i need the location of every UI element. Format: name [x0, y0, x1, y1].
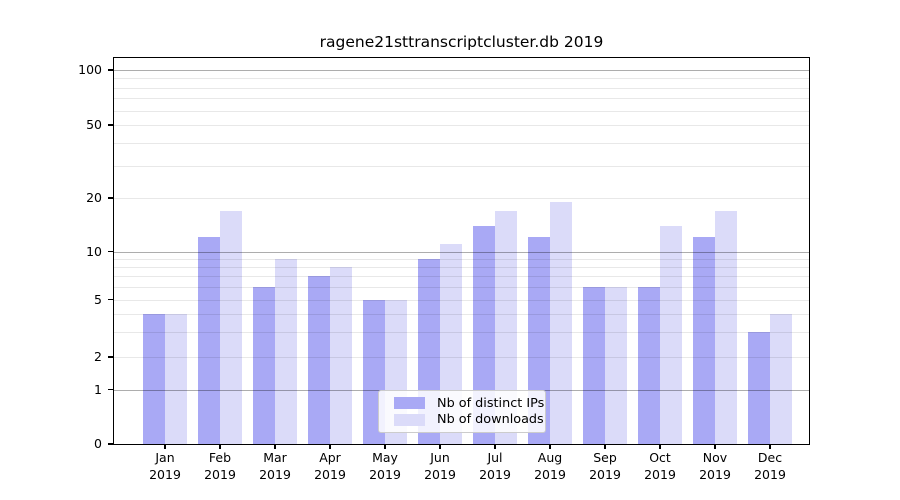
y-tick-label-50: 50 [86, 117, 102, 132]
bar-sep-downloads [605, 286, 627, 444]
x-tick-label-may: May 2019 [369, 450, 401, 482]
gridline-minor-30 [114, 165, 809, 167]
bar-mar-ips [253, 286, 275, 444]
x-tick-mar [274, 444, 276, 449]
bar-apr-ips [308, 276, 330, 444]
bar-dec-ips [748, 331, 770, 444]
gridline-minor-20 [114, 198, 809, 199]
gridline-minor-9 [114, 258, 809, 260]
x-tick-label-dec: Dec 2019 [754, 450, 786, 482]
y-tick-label-100: 100 [78, 62, 102, 77]
y-tick-label-1: 1 [94, 381, 102, 397]
x-tick-label-apr: Apr 2019 [314, 450, 346, 482]
x-tick-jul [494, 444, 496, 449]
y-tick-100 [108, 69, 114, 71]
legend-swatch-ips [394, 397, 425, 410]
bar-oct-ips [638, 286, 660, 444]
bar-aug-downloads [550, 201, 572, 444]
x-tick-jun [439, 444, 441, 449]
bar-sep-ips [583, 286, 605, 444]
x-tick-label-feb: Feb 2019 [204, 450, 236, 482]
x-tick-nov [714, 444, 716, 449]
legend-label-ips: Nb of distinct IPs [437, 395, 545, 411]
x-tick-sep [604, 444, 606, 449]
x-tick-label-jul: Jul 2019 [479, 450, 511, 482]
plot-area: 0 1 2 5 10 20 50 100 Jan 2019 Feb 2019 Mar 2019 Apr… [78, 56, 811, 482]
x-tick-label-jun: Jun 2019 [424, 450, 456, 482]
chart-title: ragene21sttranscriptcluster.db 2019 [319, 33, 604, 51]
x-tick-oct [659, 444, 661, 449]
bar-nov-downloads [715, 210, 737, 444]
y-tick-label-5: 5 [94, 291, 102, 307]
y-tick-1 [108, 388, 114, 391]
bar-feb-ips [198, 237, 220, 444]
y-tick-label-20: 20 [86, 190, 102, 205]
legend-label-downloads: Nb of downloads [437, 412, 544, 428]
y-tick-2 [108, 356, 114, 358]
y-tick-label-10: 10 [86, 243, 102, 259]
gridline-minor-4 [114, 313, 809, 315]
y-tick-0 [108, 443, 114, 445]
y-tick-10 [108, 250, 114, 253]
bar-mar-downloads [275, 258, 297, 444]
x-tick-label-sep: Sep 2019 [589, 450, 621, 482]
gridline-minor-70 [114, 98, 809, 100]
y-tick-label-2: 2 [94, 349, 102, 364]
y-tick-label-0: 0 [94, 436, 102, 451]
bar-feb-downloads [220, 210, 242, 444]
y-tick-20 [108, 197, 114, 199]
bar-dec-downloads [770, 313, 792, 444]
bar-jul-ips [473, 225, 495, 444]
bar-oct-downloads [660, 225, 682, 444]
x-tick-label-nov: Nov 2019 [699, 450, 731, 482]
bar-jan-ips [143, 313, 165, 444]
gridline-minor-50 [114, 125, 809, 126]
x-tick-label-jan: Jan 2019 [149, 450, 181, 482]
bar-apr-downloads [330, 266, 352, 444]
x-tick-may [384, 444, 386, 449]
x-tick-jan [164, 444, 166, 449]
legend: Nb of distinct IPs Nb of downloads [378, 390, 546, 433]
x-tick-apr [329, 444, 331, 449]
y-tick-5 [108, 298, 114, 301]
gridline-minor-3 [114, 331, 809, 333]
x-tick-label-oct: Oct 2019 [644, 450, 676, 482]
gridline-major-100 [114, 70, 809, 71]
bar-jan-downloads [165, 313, 187, 444]
gridline-minor-40 [114, 142, 809, 144]
x-tick-aug [549, 444, 551, 449]
x-tick-label-aug: Aug 2019 [534, 450, 566, 482]
gridline-minor-8 [114, 266, 809, 268]
gridline-minor-7 [114, 276, 809, 278]
bar-jul-downloads [495, 210, 517, 444]
legend-row-downloads: Nb of downloads [394, 412, 544, 429]
gridline-minor-6 [114, 286, 809, 288]
x-tick-feb [219, 444, 221, 449]
gridline-minor-80 [114, 87, 809, 89]
gridline-minor-2 [114, 357, 809, 358]
legend-row-ips: Nb of distinct IPs [394, 395, 544, 412]
gridline-minor-90 [114, 78, 809, 80]
gridline-minor-60 [114, 110, 809, 112]
gridline-major-10 [114, 251, 809, 253]
y-tick-50 [108, 124, 114, 126]
bar-nov-ips [693, 237, 715, 444]
legend-swatch-downloads [394, 413, 425, 426]
gridline-minor-5 [114, 299, 809, 301]
x-tick-dec [769, 444, 771, 449]
x-tick-label-mar: Mar 2019 [259, 450, 291, 482]
